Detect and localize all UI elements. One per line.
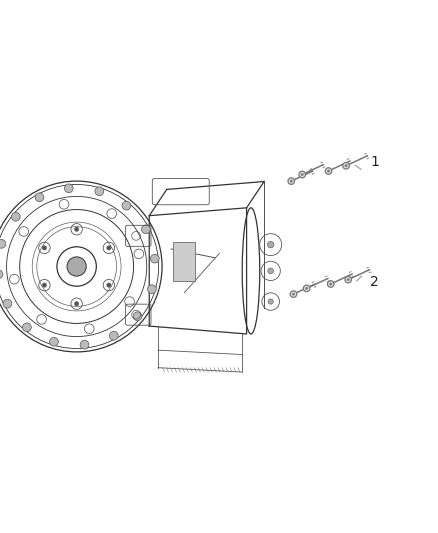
Circle shape: [325, 168, 332, 174]
Circle shape: [67, 257, 86, 276]
Circle shape: [107, 283, 111, 287]
Circle shape: [22, 323, 31, 332]
Circle shape: [303, 285, 310, 292]
Circle shape: [299, 171, 305, 178]
Circle shape: [35, 193, 44, 201]
Circle shape: [343, 163, 350, 169]
Circle shape: [347, 278, 350, 281]
Circle shape: [345, 276, 352, 283]
Circle shape: [42, 283, 46, 287]
Circle shape: [42, 246, 46, 250]
Circle shape: [151, 254, 159, 263]
Circle shape: [290, 291, 297, 297]
Circle shape: [0, 239, 6, 248]
Circle shape: [268, 268, 274, 274]
Circle shape: [268, 299, 273, 304]
Circle shape: [74, 227, 79, 231]
Circle shape: [148, 285, 156, 294]
Circle shape: [267, 241, 274, 248]
FancyBboxPatch shape: [173, 242, 195, 281]
Circle shape: [305, 287, 308, 289]
Circle shape: [11, 212, 20, 221]
Circle shape: [329, 283, 332, 285]
Text: 1: 1: [370, 155, 379, 169]
Circle shape: [122, 201, 131, 210]
Circle shape: [64, 184, 73, 193]
Text: 2: 2: [370, 275, 379, 289]
Circle shape: [3, 300, 12, 308]
Circle shape: [95, 187, 104, 196]
Circle shape: [49, 337, 58, 346]
Circle shape: [288, 178, 295, 184]
Circle shape: [327, 281, 334, 287]
Circle shape: [0, 270, 3, 279]
Circle shape: [345, 165, 347, 167]
Circle shape: [80, 340, 89, 349]
Circle shape: [133, 312, 142, 321]
Circle shape: [290, 180, 293, 182]
Circle shape: [74, 302, 79, 306]
Circle shape: [141, 225, 150, 233]
Circle shape: [110, 332, 118, 340]
Circle shape: [301, 173, 304, 176]
Circle shape: [292, 293, 295, 295]
Circle shape: [327, 170, 330, 172]
Circle shape: [107, 246, 111, 250]
